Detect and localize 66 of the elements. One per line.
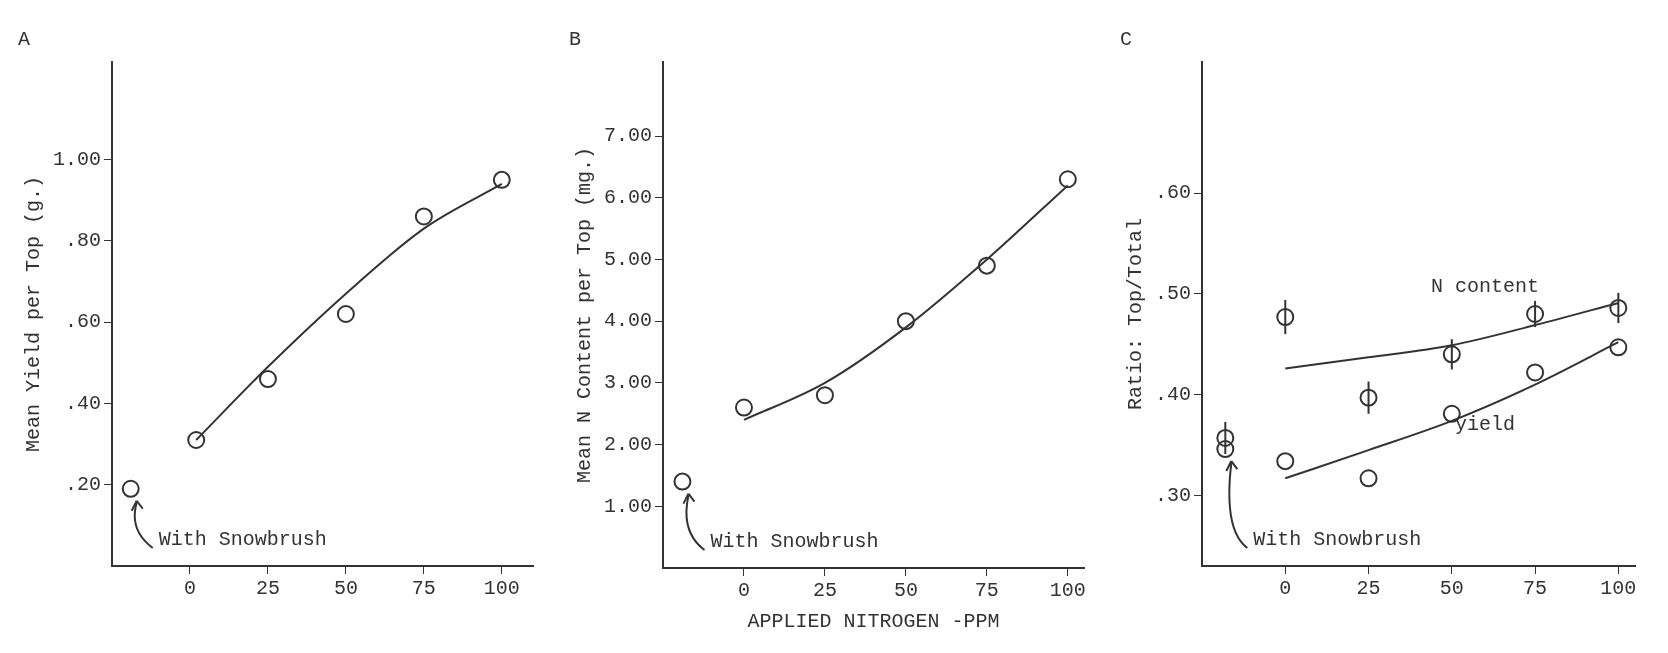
y-tick-label: .60 bbox=[1154, 181, 1192, 205]
x-tick-label: 0 bbox=[737, 579, 750, 603]
point bbox=[1609, 338, 1628, 357]
point bbox=[121, 479, 140, 498]
point bbox=[673, 472, 692, 491]
x-tick-label: 0 bbox=[1279, 577, 1292, 601]
y-tick-label: 7.00 bbox=[603, 124, 653, 148]
point bbox=[336, 305, 355, 323]
point bbox=[414, 207, 433, 226]
point bbox=[1276, 308, 1295, 327]
point bbox=[1276, 452, 1295, 471]
y-axis-title: Ratio: Top/Total bbox=[1124, 217, 1148, 411]
point bbox=[1526, 363, 1545, 382]
y-tick-label: .40 bbox=[64, 391, 102, 415]
annotation: With Snowbrush bbox=[158, 528, 327, 552]
y-tick-label: 2.00 bbox=[603, 432, 653, 456]
point bbox=[1216, 440, 1235, 459]
x-tick-label: 25 bbox=[255, 577, 280, 601]
y-tick-label: .40 bbox=[1154, 382, 1192, 406]
x-tick-label: 75 bbox=[974, 579, 999, 603]
x-tick-label: 100 bbox=[1049, 579, 1086, 603]
point bbox=[187, 431, 206, 449]
y-tick-label: .80 bbox=[64, 229, 102, 253]
annotation: With Snowbrush bbox=[710, 530, 879, 554]
y-tick-label: .20 bbox=[64, 473, 102, 497]
x-tick-label: 100 bbox=[483, 577, 520, 601]
point bbox=[1359, 469, 1378, 488]
x-tick-label: 0 bbox=[183, 577, 196, 601]
y-tick-label: 3.00 bbox=[603, 371, 653, 395]
y-tick-label: .30 bbox=[1154, 483, 1192, 507]
x-axis-title: APPLIED NITROGEN -PPM bbox=[747, 610, 1000, 634]
y-tick-label: .50 bbox=[1154, 282, 1192, 306]
point bbox=[1609, 298, 1628, 317]
point bbox=[258, 370, 277, 389]
chart-title: A bbox=[18, 28, 31, 52]
point bbox=[1526, 305, 1545, 323]
x-tick-label: 25 bbox=[812, 579, 837, 603]
y-tick-label: 1.00 bbox=[52, 147, 102, 171]
point bbox=[492, 170, 511, 189]
y-axis-title: Mean N Content per Top (mg.) bbox=[573, 146, 597, 484]
point bbox=[1359, 388, 1378, 407]
y-tick-label: 5.00 bbox=[603, 247, 653, 271]
series-label: N content bbox=[1431, 275, 1540, 299]
y-tick-label: 4.00 bbox=[603, 309, 653, 333]
point bbox=[815, 386, 834, 405]
point bbox=[1442, 345, 1461, 364]
y-tick-label: 1.00 bbox=[603, 494, 653, 518]
x-tick-label: 50 bbox=[1439, 577, 1464, 601]
series-label: yield bbox=[1455, 412, 1516, 436]
point bbox=[734, 398, 753, 417]
chart-title: C bbox=[1120, 28, 1133, 52]
point bbox=[1216, 428, 1235, 447]
point bbox=[1058, 170, 1077, 189]
x-tick-label: 25 bbox=[1356, 577, 1381, 601]
point bbox=[896, 312, 915, 331]
y-tick-label: .60 bbox=[64, 310, 102, 334]
x-tick-label: 75 bbox=[1523, 577, 1548, 601]
x-tick-label: 75 bbox=[411, 577, 436, 601]
point bbox=[977, 256, 996, 275]
x-tick-label: 50 bbox=[333, 577, 358, 601]
y-axis-title: Mean Yield per Top (g.) bbox=[22, 175, 46, 453]
annotation: With Snowbrush bbox=[1253, 528, 1422, 552]
x-tick-label: 100 bbox=[1600, 577, 1637, 601]
y-tick-label: 6.00 bbox=[603, 186, 653, 210]
chart-title: B bbox=[569, 28, 582, 52]
x-tick-label: 50 bbox=[893, 579, 918, 603]
